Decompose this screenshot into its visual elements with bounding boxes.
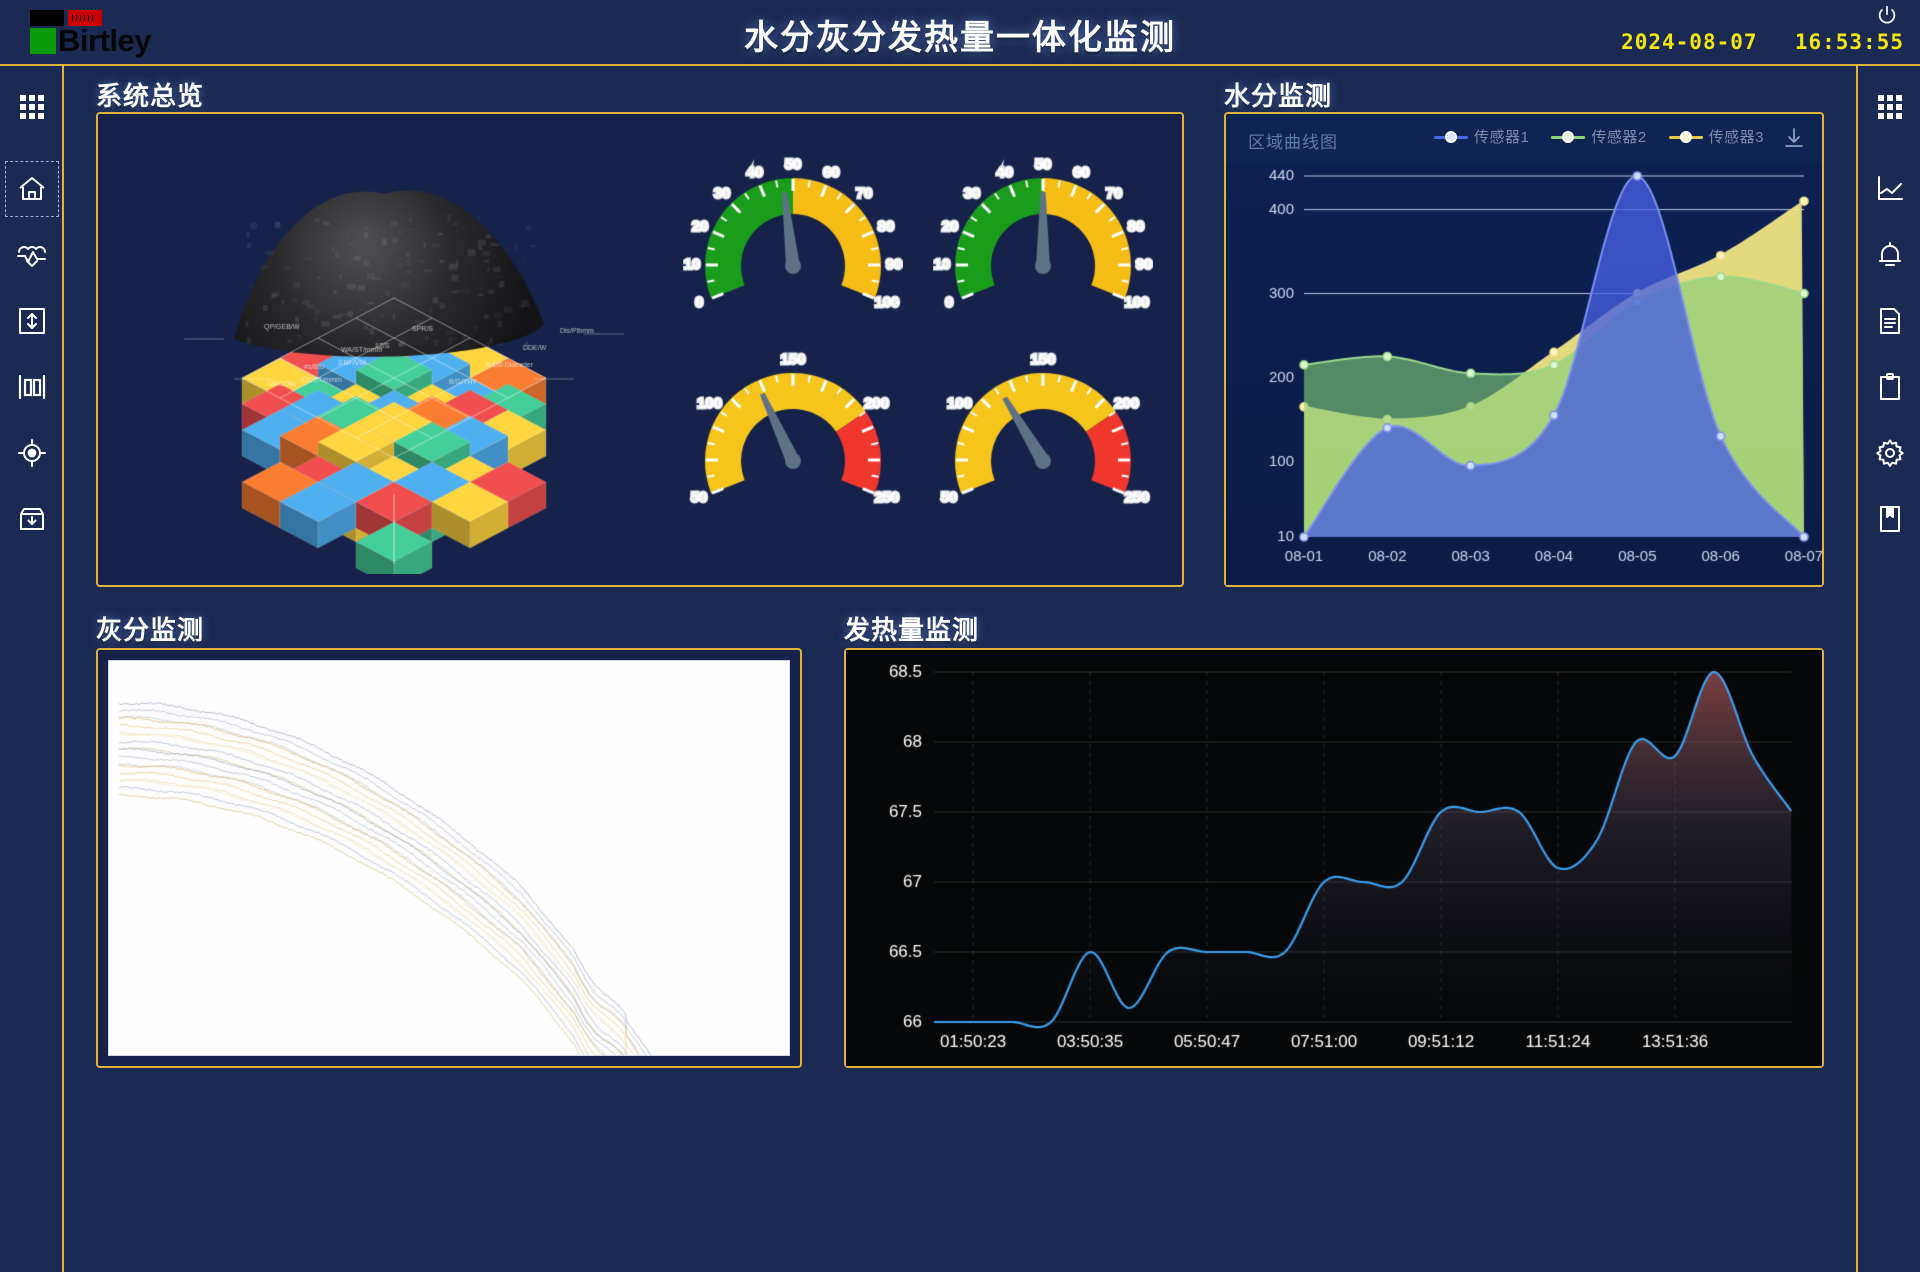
current-time: 16:53:55	[1795, 30, 1904, 54]
pulse-icon	[16, 241, 48, 269]
sidebar-item-tasks[interactable]	[1858, 354, 1920, 420]
datetime-display: 2024-08-07 16:53:55	[1621, 30, 1904, 54]
right-sidebar	[1856, 66, 1920, 1272]
legend-label-sensor-2: 传感器2	[1591, 126, 1646, 147]
panel-system-overview	[96, 112, 1184, 587]
current-date: 2024-08-07	[1621, 30, 1757, 54]
gauge-moisture-1	[683, 136, 903, 321]
legend-item-sensor-1[interactable]: 传感器1	[1434, 126, 1529, 147]
resize-icon	[18, 307, 46, 335]
panel-title-moisture: 水分监测	[1224, 76, 1332, 113]
bell-icon	[1877, 241, 1903, 269]
gear-icon	[1876, 439, 1904, 467]
ash-spectrum-chart[interactable]	[109, 661, 789, 1055]
sidebar-item-trends[interactable]	[1858, 156, 1920, 222]
gauge-cluster	[683, 136, 1163, 556]
panel-heat-monitoring	[844, 648, 1824, 1068]
book-icon	[1878, 505, 1902, 533]
moisture-chart-header: 区域曲线图 传感器1 传感器2	[1226, 114, 1822, 162]
legend-marker-sensor-1	[1434, 130, 1468, 144]
sidebar-item-alarms[interactable]	[1858, 222, 1920, 288]
legend-label-sensor-3: 传感器3	[1709, 126, 1764, 147]
panel-ash-monitoring	[96, 648, 802, 1068]
sidebar-item-calibration[interactable]	[0, 288, 64, 354]
gauge-moisture-2	[933, 136, 1153, 321]
moisture-chart-subtitle: 区域曲线图	[1248, 128, 1338, 153]
grid-icon	[18, 93, 46, 121]
gauge-ash-1	[683, 331, 903, 516]
main-content: 系统总览 水分监测 区域曲线图 传感器1	[64, 68, 1856, 1272]
moisture-area-chart[interactable]	[1226, 162, 1822, 585]
target-icon	[18, 439, 46, 467]
sidebar-item-monitoring[interactable]	[0, 222, 64, 288]
sidebar-item-positioning[interactable]	[0, 420, 64, 486]
sidebar-item-manual[interactable]	[1858, 486, 1920, 552]
download-icon[interactable]	[1782, 126, 1806, 155]
ash-chart-surface	[108, 660, 790, 1056]
panel-title-heat: 发热量监测	[844, 610, 979, 647]
panel-title-ash: 灰分监测	[96, 610, 204, 647]
heat-value-chart[interactable]	[846, 650, 1822, 1066]
sidebar-item-apps[interactable]	[1858, 74, 1920, 140]
power-icon[interactable]	[1876, 4, 1898, 26]
legend-label-sensor-1: 传感器1	[1474, 126, 1529, 147]
sidebar-item-reports[interactable]	[1858, 288, 1920, 354]
legend-marker-sensor-3	[1669, 130, 1703, 144]
sidebar-item-archive[interactable]	[0, 486, 64, 552]
inbox-download-icon	[18, 506, 46, 532]
home-icon	[17, 174, 47, 204]
sidebar-item-settings[interactable]	[1858, 420, 1920, 486]
legend-item-sensor-2[interactable]: 传感器2	[1551, 126, 1646, 147]
bars-icon	[18, 374, 46, 400]
document-icon	[1878, 307, 1902, 335]
sidebar-item-menu-grid[interactable]	[0, 74, 64, 140]
legend-marker-sensor-2	[1551, 130, 1585, 144]
coal-3d-visualization	[114, 124, 674, 574]
moisture-chart-legend: 传感器1 传感器2 传感器3	[1434, 126, 1764, 147]
legend-item-sensor-3[interactable]: 传感器3	[1669, 126, 1764, 147]
grid-icon	[1876, 93, 1904, 121]
coal-cube-canvas	[114, 124, 674, 574]
clipboard-icon	[1878, 373, 1902, 401]
sidebar-item-home[interactable]	[0, 156, 64, 222]
line-chart-icon	[1876, 175, 1904, 203]
left-sidebar	[0, 66, 64, 1272]
panel-moisture-monitoring: 区域曲线图 传感器1 传感器2	[1224, 112, 1824, 587]
panel-title-overview: 系统总览	[96, 76, 204, 113]
gauge-ash-2	[933, 331, 1153, 516]
top-bar: Birtley 水分灰分发热量一体化监测 2024-08-07 16:53:55	[0, 0, 1920, 66]
sidebar-item-analysis[interactable]	[0, 354, 64, 420]
